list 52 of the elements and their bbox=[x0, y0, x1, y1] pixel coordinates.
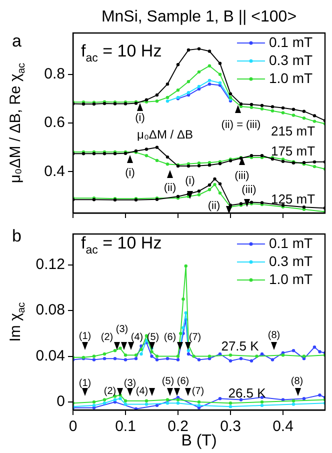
text: b bbox=[12, 226, 22, 246]
annotation: (iii) bbox=[242, 184, 256, 196]
annotation: 26.5 K bbox=[228, 386, 266, 401]
annotation: (i) bbox=[135, 112, 145, 124]
y-tick-label: 0 bbox=[56, 393, 65, 410]
annotation: 27.5 K bbox=[221, 338, 260, 354]
y-tick-label: 0.12 bbox=[36, 256, 65, 273]
legend-label: 0.3 mT bbox=[269, 252, 314, 269]
annotation: μ₀ΔM / ΔB bbox=[137, 127, 193, 142]
x-tick-label: 0.1 bbox=[115, 418, 136, 436]
annotation: (8) bbox=[268, 330, 280, 341]
annotation: 175 mT bbox=[270, 144, 316, 159]
y-tick-label: 0.04 bbox=[36, 347, 65, 364]
annotation: (1) bbox=[78, 378, 92, 389]
y-tick-label: 0.6 bbox=[44, 114, 65, 132]
annotation: (4) bbox=[136, 386, 148, 397]
annotation: (3) bbox=[124, 378, 136, 389]
annotation: (6) bbox=[176, 376, 190, 387]
annotation: 125 mT bbox=[270, 192, 316, 207]
legend-label: 1.0 mT bbox=[269, 70, 314, 86]
text: a bbox=[12, 32, 22, 51]
annotation: (4) bbox=[130, 332, 144, 343]
annotation: (ii) bbox=[208, 200, 220, 212]
y-axis-title: Im χac bbox=[7, 302, 28, 342]
annotation: (6) bbox=[164, 332, 176, 343]
annotation: (5) bbox=[146, 332, 160, 343]
x-tick-label: 0.3 bbox=[220, 418, 241, 436]
x-tick-label: 0.4 bbox=[272, 418, 294, 436]
annotation: (ii) bbox=[164, 182, 176, 194]
annotation: (iii) bbox=[234, 170, 250, 182]
y-tick-label: 0.8 bbox=[44, 65, 65, 82]
annotation: (ii) = (iii) bbox=[221, 119, 261, 132]
legend-label: 1.0 mT bbox=[269, 270, 314, 287]
chart-title: MnSi, Sample 1, B || <100> bbox=[101, 8, 297, 26]
annotation: (1) bbox=[78, 330, 92, 342]
annotation: 215 mT bbox=[270, 124, 316, 139]
annotation: (2) bbox=[100, 332, 114, 343]
annotation: (5) bbox=[162, 376, 174, 387]
y-tick-label: 0.4 bbox=[44, 162, 65, 180]
annotation: (i) bbox=[185, 175, 195, 188]
legend-label: 0.1 mT bbox=[269, 234, 314, 251]
annotation: (2) bbox=[104, 386, 116, 397]
y-axis-title: μ₀ΔM / ΔB, Re χac bbox=[7, 62, 28, 184]
y-tick-label: 0.08 bbox=[36, 302, 65, 319]
x-tick-label: 0 bbox=[68, 418, 78, 436]
annotation: (3) bbox=[116, 324, 128, 335]
annotation: (7) bbox=[192, 386, 204, 397]
annotation: (8) bbox=[290, 376, 304, 387]
legend-label: 0.1 mT bbox=[269, 34, 314, 50]
annotation: (i) bbox=[125, 167, 135, 180]
annotation: (7) bbox=[188, 332, 202, 343]
legend-label: 0.3 mT bbox=[269, 52, 314, 68]
